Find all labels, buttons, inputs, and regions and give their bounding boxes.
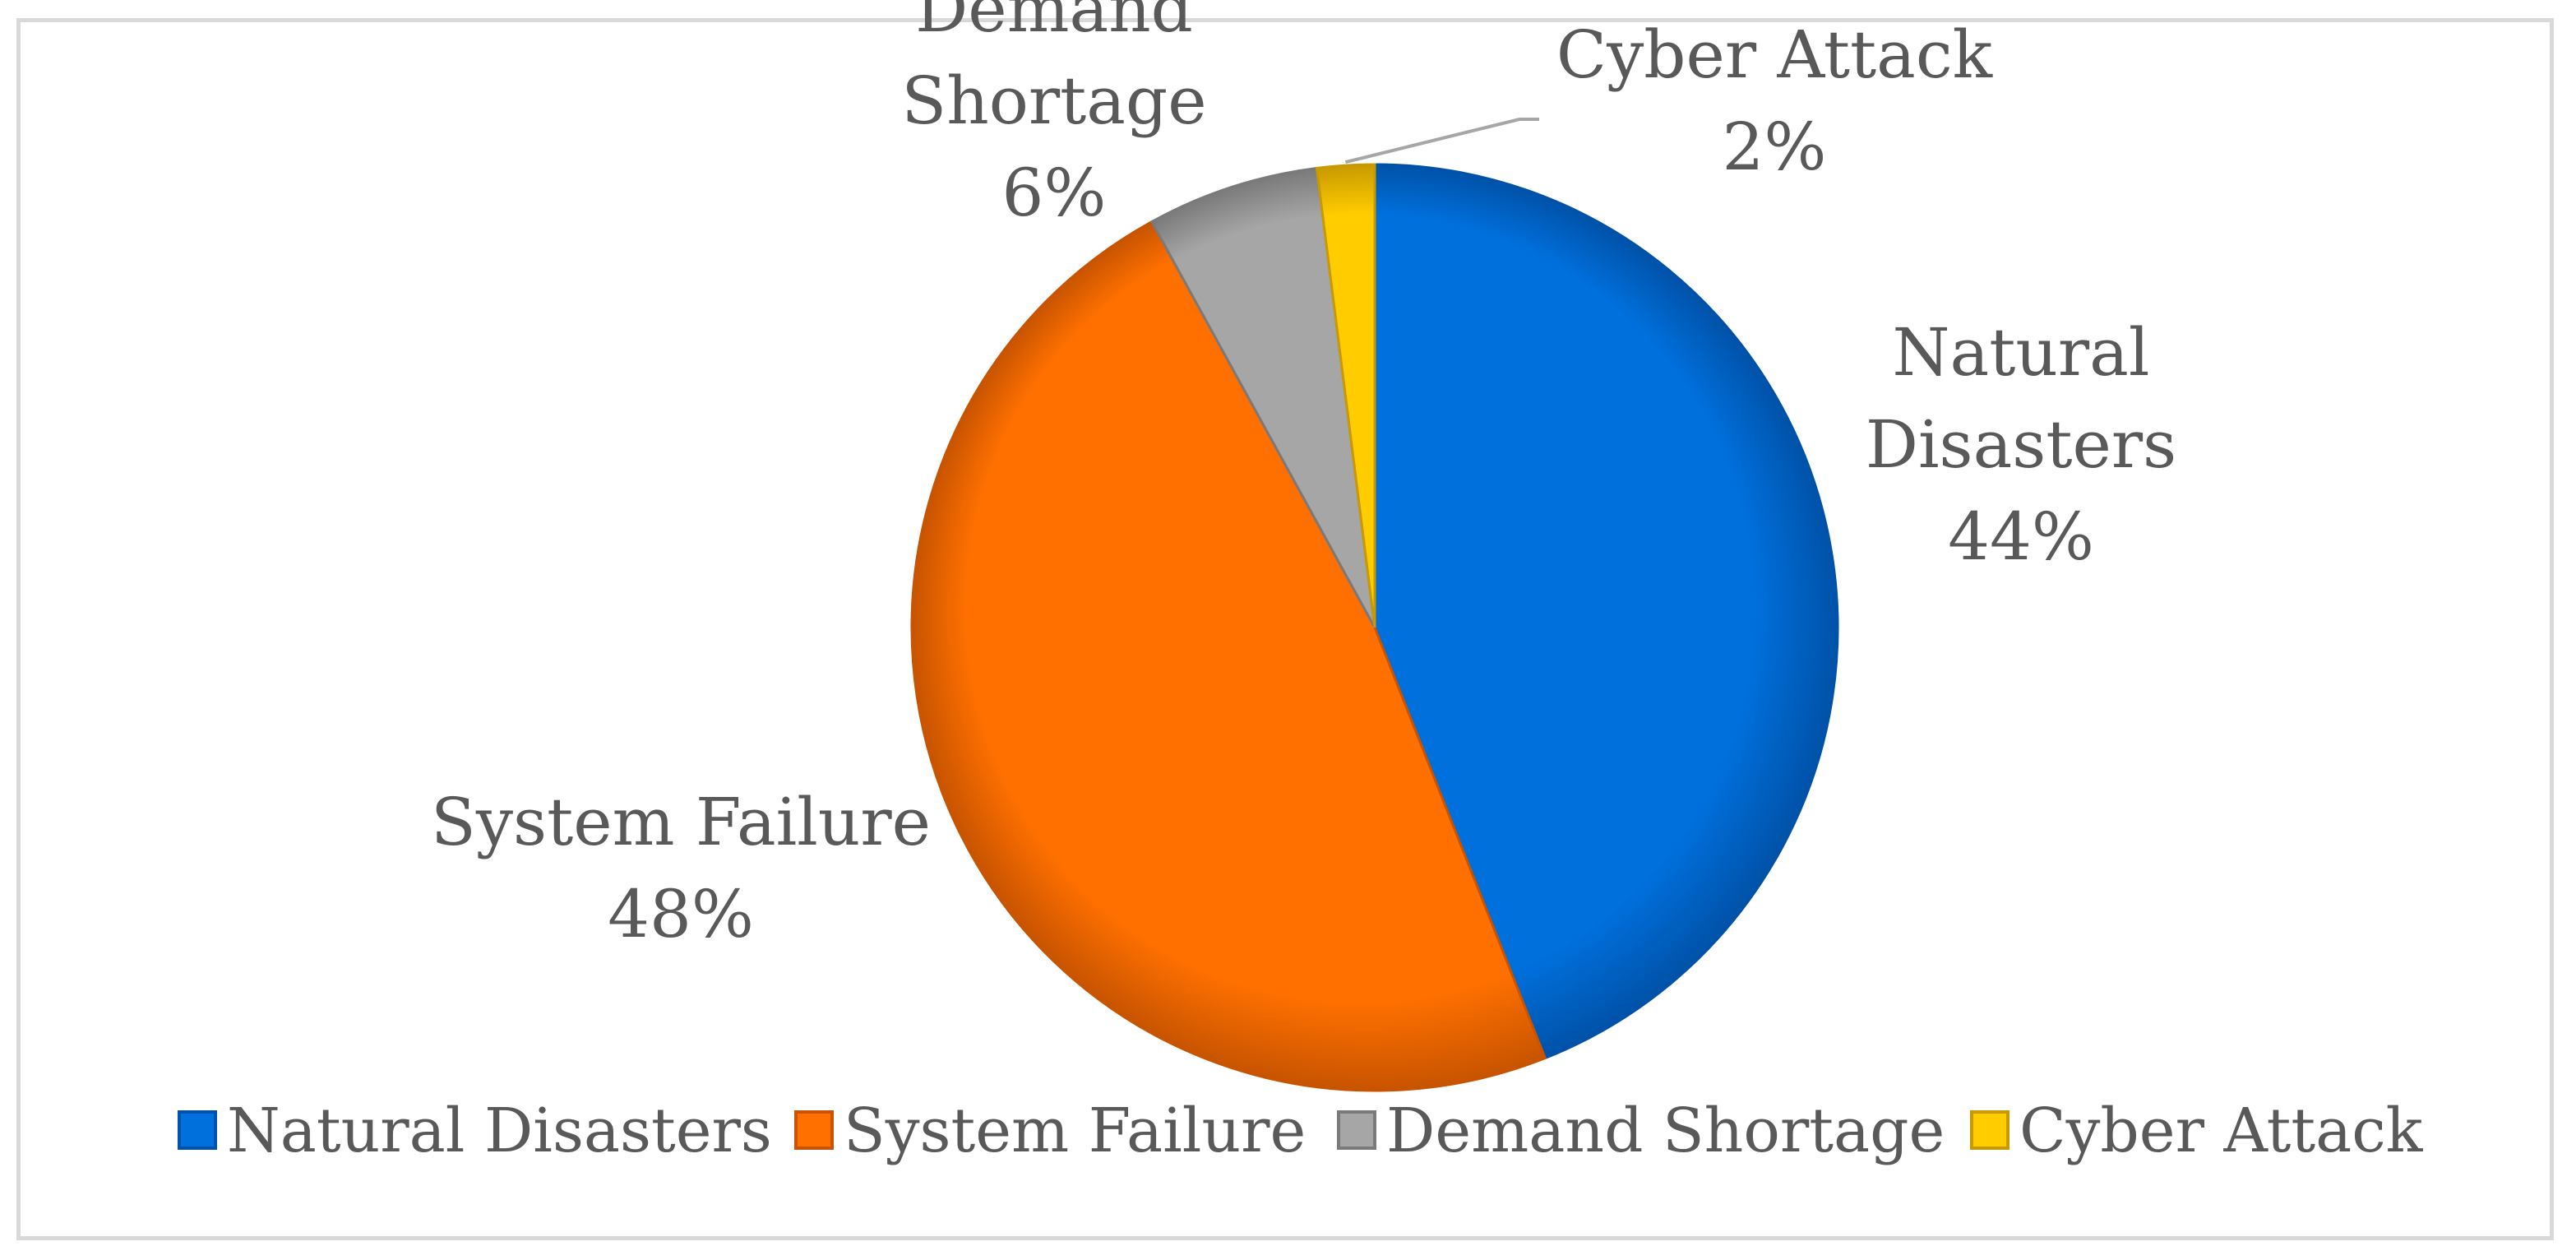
slice-label-name-demand-shortage: Shortage [901, 63, 1206, 139]
legend: Natural Disasters System Failure Demand Sh… [178, 1096, 2424, 1166]
legend-label-system-failure: System Failure [844, 1096, 1306, 1166]
pie-slices [910, 163, 1839, 1092]
slice-label-percent-cyber-attack: 2% [1723, 109, 1827, 185]
legend-swatch-natural-disasters [178, 1110, 217, 1150]
pie-slice-natural-disasters [1373, 163, 1839, 1060]
slice-label-name-demand-shortage: Demand [915, 0, 1193, 47]
slice-label-name-natural-disasters: Disasters [1866, 406, 2176, 483]
slice-label-name-cyber-attack: Cyber Attack [1556, 16, 1994, 93]
slice-label-percent-system-failure: 48% [608, 876, 754, 952]
legend-label-demand-shortage: Demand Shortage [1386, 1096, 1945, 1166]
pie-slice-cyber-attack [1315, 163, 1376, 628]
slice-label-name-natural-disasters: Natural [1893, 314, 2150, 391]
legend-swatch-demand-shortage [1337, 1110, 1376, 1150]
legend-swatch-system-failure [794, 1110, 834, 1150]
slice-label-percent-natural-disasters: 44% [1948, 498, 2094, 575]
legend-label-cyber-attack: Cyber Attack [2019, 1096, 2424, 1166]
leader-line-cyber-attack [1344, 118, 1539, 164]
slice-label-percent-demand-shortage: 6% [1002, 155, 1107, 231]
legend-label-natural-disasters: Natural Disasters [227, 1096, 772, 1166]
pie-slice-demand-shortage [1149, 166, 1376, 628]
legend-swatch-cyber-attack [1970, 1110, 2009, 1150]
pie-slice-system-failure [910, 220, 1547, 1092]
leader-lines [1344, 118, 1539, 164]
slice-label-name-system-failure: System Failure [431, 784, 931, 860]
slice-labels: Natural Disasters 44% System Failure 48% Dema… [431, 0, 2176, 952]
